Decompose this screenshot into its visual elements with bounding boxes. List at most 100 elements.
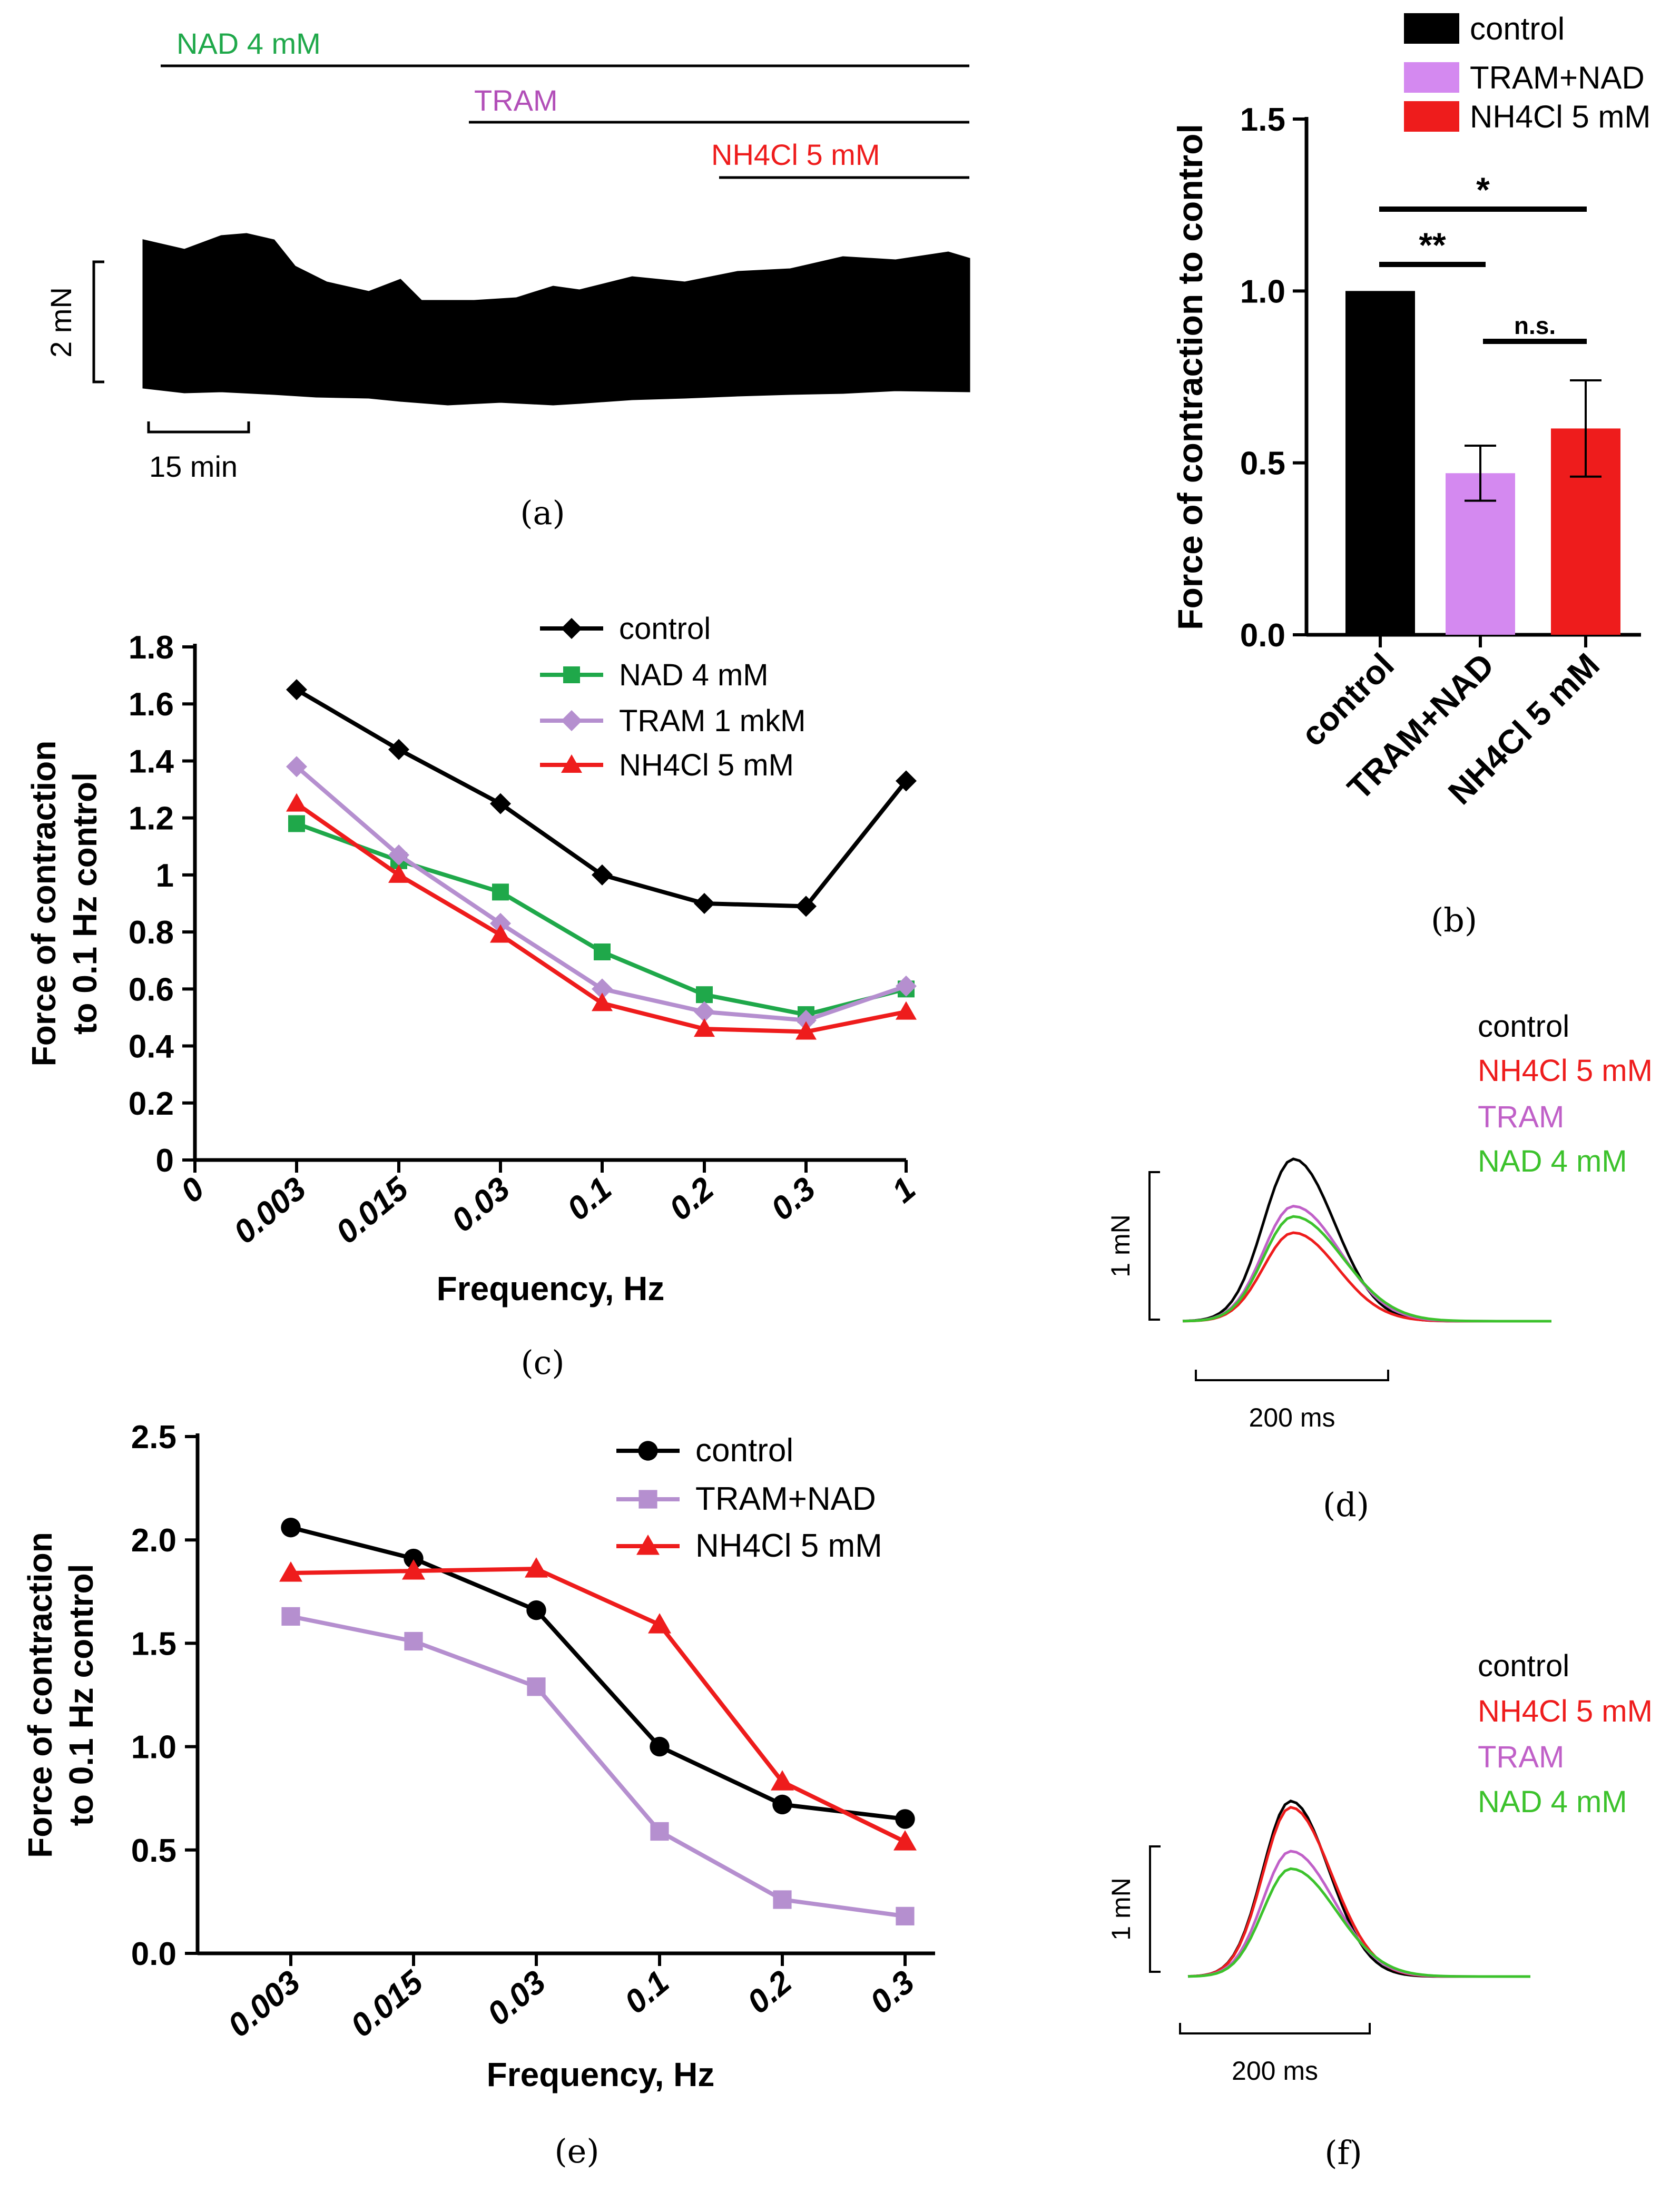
y-axis-label: Force of contraction — [25, 741, 63, 1067]
data-point — [281, 1517, 301, 1538]
trace-legend-label: NAD 4 mM — [1478, 1144, 1627, 1178]
legend-marker — [636, 1535, 660, 1555]
legend-marker — [563, 666, 580, 683]
x-tick-label: 0.2 — [741, 1964, 799, 2021]
data-point — [896, 1906, 915, 1925]
scale-label-y: 1 mN — [1106, 1877, 1136, 1940]
panel-label-b: (b) — [1431, 901, 1477, 939]
y-tick-label: 0.6 — [129, 971, 174, 1008]
y-axis-label: Force of contraction to control — [1171, 124, 1210, 630]
data-point — [694, 1001, 715, 1023]
legend-label: control — [1470, 11, 1565, 46]
y-tick-label: 1.0 — [1240, 273, 1285, 310]
data-point — [650, 1822, 669, 1841]
x-axis-label: Frequency, Hz — [487, 2056, 715, 2093]
legend-swatch — [1404, 62, 1459, 93]
trace-legend-label: NH4Cl 5 mM — [1478, 1054, 1653, 1088]
data-point — [527, 1677, 546, 1696]
data-point — [388, 864, 409, 883]
legend-label: control — [619, 612, 711, 646]
y-axis-label: Force of contraction — [21, 1532, 59, 1858]
data-point — [795, 1009, 817, 1031]
data-point — [490, 912, 511, 934]
nad-label: NAD 4 mM — [176, 27, 321, 60]
x-tick-label: 0.003 — [221, 1964, 307, 2044]
data-point — [594, 943, 611, 960]
trace-legend-label: TRAM — [1478, 1100, 1564, 1134]
data-point — [286, 793, 307, 812]
panel-b-bar-chart: 0.0 0.5 1.0 1.5 control TRAM+NAD NH4Cl 5 mM For… — [1171, 11, 1650, 812]
trace-legend-label: control — [1478, 1649, 1569, 1683]
y-tick-label: 1.0 — [131, 1729, 176, 1766]
data-point — [896, 975, 917, 997]
data-point — [696, 986, 713, 1004]
significance-label: * — [1476, 170, 1490, 209]
twitch-trace-2 — [1182, 1231, 1551, 1323]
tram-label: TRAM — [474, 84, 558, 117]
data-point — [492, 883, 509, 901]
series-line-3 — [290, 1567, 906, 1844]
data-point — [404, 1548, 424, 1569]
x-tick-label: 0.3 — [863, 1964, 921, 2021]
y-tick-label: 0 — [156, 1143, 174, 1179]
y-tick-label: 2.0 — [131, 1522, 176, 1559]
scale-label-x: 15 min — [149, 450, 238, 483]
scale-bar-x — [147, 421, 250, 434]
trace-legend-label: TRAM — [1478, 1740, 1564, 1774]
x-tick-label: 0.03 — [480, 1964, 553, 2032]
y-tick-label: 1.2 — [129, 801, 174, 837]
force-trace — [142, 233, 970, 406]
series-line-1 — [290, 1525, 906, 1821]
panel-label-a: (a) — [520, 494, 565, 532]
trace-legend-label: NAD 4 mM — [1478, 1785, 1627, 1819]
legend-label: TRAM 1 mkM — [619, 704, 805, 738]
legend-label: TRAM+NAD — [1470, 60, 1645, 95]
data-point — [896, 1001, 917, 1020]
panel-f-traces: control NH4Cl 5 mM TRAM NAD 4 mM 1 mN 200 ms — [1106, 1649, 1653, 2086]
data-point — [490, 924, 511, 943]
legend-swatch — [1404, 101, 1459, 132]
data-point — [286, 756, 307, 778]
y-tick-label: 2.5 — [131, 1419, 176, 1456]
twitch-trace-1 — [1187, 1800, 1530, 1978]
panel-c-line-chart: 0 0.2 0.4 0.6 0.8 1 1.2 1.4 1.6 1.8 0 0.003 0.015 0.0… — [25, 612, 922, 1308]
data-point — [694, 893, 715, 914]
data-point — [650, 1736, 670, 1757]
legend-marker — [561, 710, 582, 731]
data-point — [893, 1830, 917, 1851]
legend-marker — [638, 1490, 657, 1509]
trace-legend-label: control — [1478, 1009, 1569, 1044]
y-tick-label: 0.0 — [1240, 617, 1285, 654]
data-point — [795, 1021, 817, 1040]
data-point — [895, 1809, 915, 1829]
y-tick-label: 1 — [156, 858, 174, 894]
y-tick-label: 0.0 — [131, 1936, 176, 1972]
data-point — [388, 739, 409, 760]
data-point — [772, 1794, 792, 1815]
data-point — [592, 978, 613, 1000]
nh4cl-label: NH4Cl 5 mM — [711, 138, 880, 171]
data-point — [490, 793, 511, 814]
y-tick-label: 1.5 — [1240, 102, 1285, 138]
legend-marker — [561, 754, 582, 773]
significance-label: n.s. — [1514, 312, 1556, 339]
scale-bar-x — [1179, 2023, 1371, 2034]
data-point — [648, 1613, 671, 1634]
series-line-2 — [290, 1614, 906, 1919]
x-tick-label: 0.1 — [561, 1171, 618, 1227]
legend-label: NAD 4 mM — [619, 658, 769, 692]
data-point — [795, 896, 817, 917]
data-point — [286, 679, 307, 701]
data-point — [402, 1559, 425, 1580]
twitch-trace-1 — [1182, 1157, 1551, 1323]
x-tick-label: 0.1 — [618, 1964, 676, 2021]
scale-label-y: 2 mN — [44, 287, 77, 358]
data-point — [771, 1770, 794, 1791]
trace-legend-label: NH4Cl 5 mM — [1478, 1694, 1653, 1728]
scale-bar-y — [1148, 1171, 1160, 1321]
x-tick-label: 0.015 — [344, 1963, 430, 2044]
data-point — [388, 844, 409, 866]
x-tick-label: 0.015 — [329, 1170, 416, 1251]
y-tick-label: 0.5 — [131, 1833, 176, 1869]
